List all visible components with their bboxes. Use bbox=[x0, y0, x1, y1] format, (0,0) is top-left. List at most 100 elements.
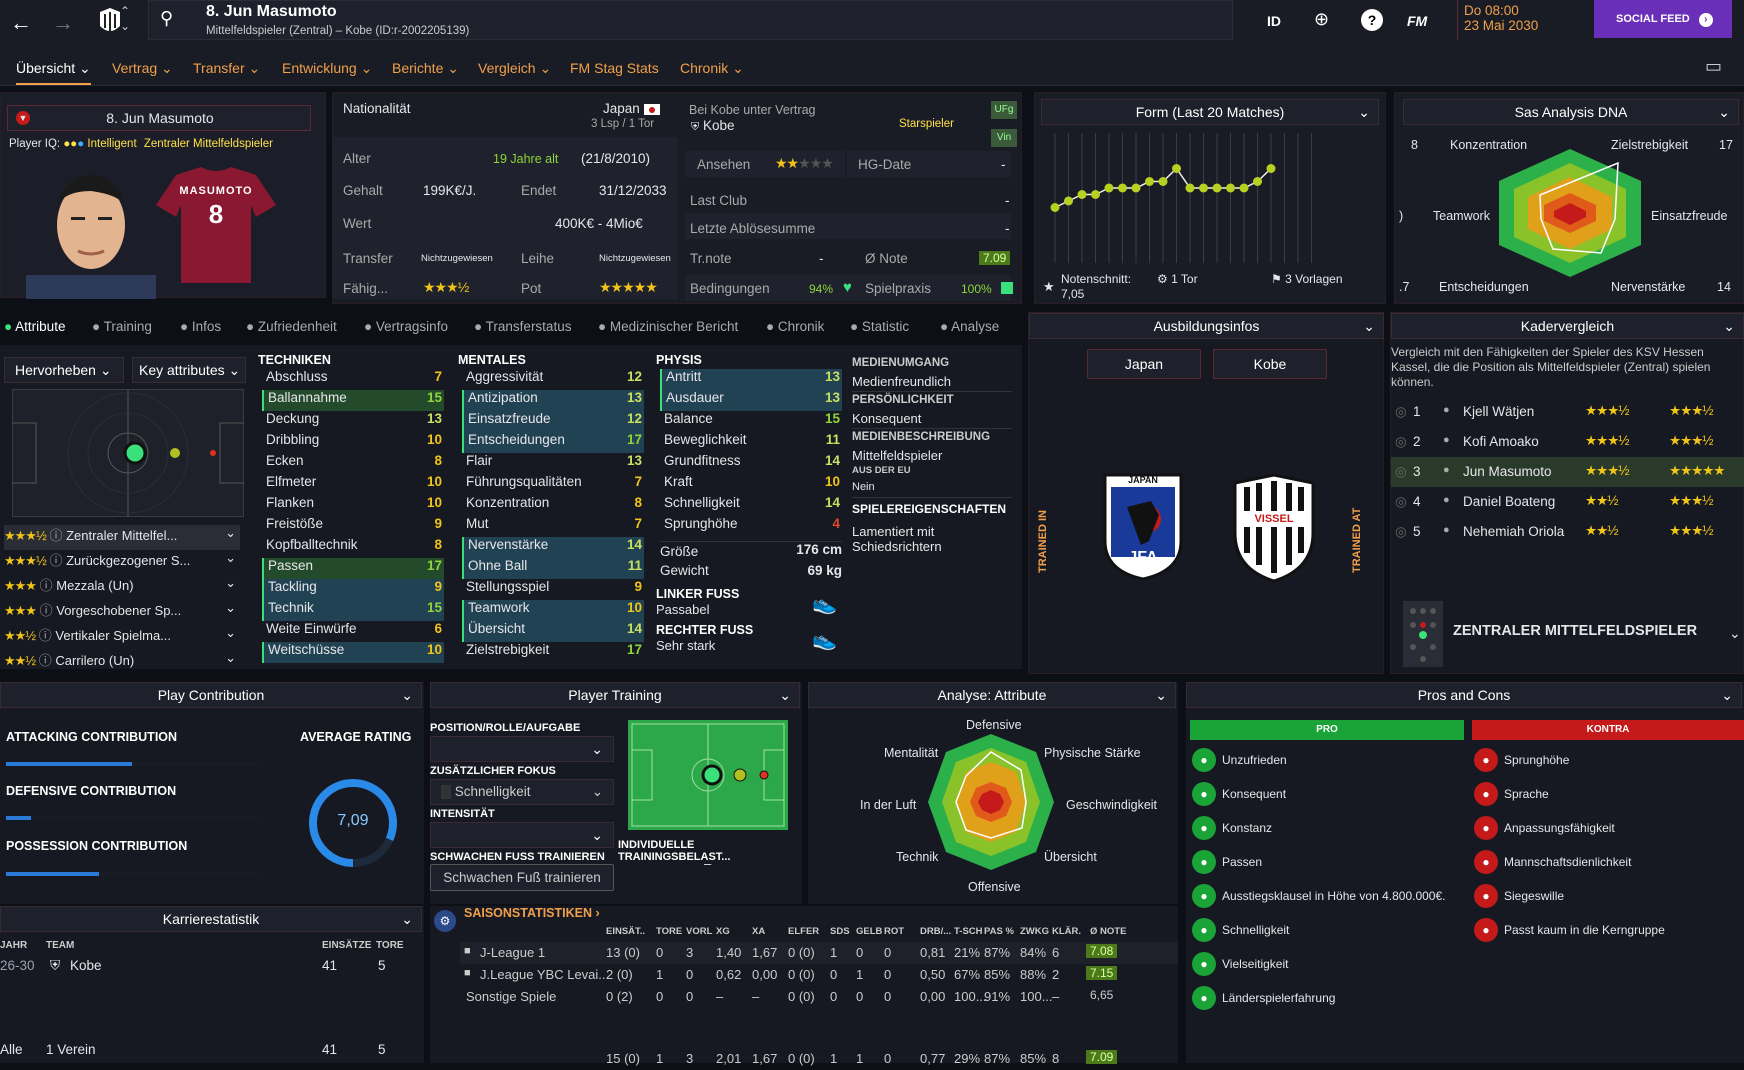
form-point[interactable] bbox=[1172, 164, 1181, 173]
form-point[interactable] bbox=[1239, 183, 1249, 193]
season-header-cell[interactable]: VORL bbox=[686, 926, 713, 937]
role-item[interactable]: ★★★½ ⓘ Zentraler Mittelfel... ⌄ bbox=[4, 525, 240, 550]
season-header-cell[interactable]: SDS bbox=[830, 926, 850, 937]
nav-chronik[interactable]: Chronik ⌄ bbox=[680, 60, 744, 76]
squad-compare-dropdown[interactable]: Kadervergleich ⌄ bbox=[1391, 313, 1744, 339]
form-point[interactable] bbox=[1185, 183, 1195, 193]
nav-uebersicht[interactable]: Übersicht ⌄ bbox=[16, 60, 91, 85]
globe-icon[interactable]: ⊕ bbox=[1314, 9, 1330, 29]
japan-button[interactable]: Japan bbox=[1087, 349, 1201, 379]
date-box[interactable]: Do 08:00 23 Mai 2030 bbox=[1457, 0, 1582, 40]
social-feed-button[interactable]: SOCIAL FEED › bbox=[1594, 0, 1732, 38]
season-header-cell[interactable]: KLÄR. bbox=[1052, 926, 1082, 937]
season-header-cell[interactable]: XG bbox=[716, 926, 730, 937]
form-point[interactable] bbox=[1131, 183, 1141, 193]
chevron-up-icon[interactable]: ⌃ bbox=[120, 4, 131, 18]
id-button[interactable]: ID bbox=[1267, 13, 1281, 29]
form-point[interactable] bbox=[1226, 183, 1235, 193]
position-role-select[interactable]: ⌄ bbox=[430, 736, 614, 762]
role-item[interactable]: ★★★ ⓘ Mezzala (Un) ⌄ bbox=[4, 575, 236, 593]
form-point[interactable] bbox=[1212, 183, 1222, 193]
form-point[interactable] bbox=[1077, 190, 1087, 199]
help-icon[interactable]: ? bbox=[1361, 9, 1383, 31]
season-header-cell[interactable]: DRB/... bbox=[920, 926, 952, 937]
kobe-button[interactable]: Kobe bbox=[1213, 349, 1327, 379]
search-icon[interactable]: ⚲ bbox=[160, 8, 174, 28]
form-point[interactable] bbox=[1050, 203, 1060, 212]
form-dropdown[interactable]: Form (Last 20 Matches) ⌄ bbox=[1041, 99, 1379, 125]
form-point[interactable] bbox=[1199, 183, 1208, 193]
squad-compare-row[interactable]: ◎ 1 ● Kjell Wätjen ★★★½ ★★★½ bbox=[1391, 397, 1744, 427]
jfa-crest-icon[interactable] bbox=[1101, 471, 1185, 581]
season-header-cell[interactable]: GELB bbox=[856, 926, 883, 937]
squad-compare-row[interactable]: ◎ 2 ● Kofi Amoako ★★★½ ★★★½ bbox=[1391, 427, 1744, 457]
form-point[interactable] bbox=[1104, 183, 1114, 193]
season-row[interactable]: 15 (0) 1 3 2,01 1,67 0 (0) 1 1 0 0,77 29% 87% 85% 8 7.… bbox=[460, 1048, 1178, 1070]
role-item[interactable]: ★★½ ⓘ Carrilero (Un) ⌄ bbox=[4, 650, 236, 668]
weak-foot-button[interactable]: Schwachen Fuß trainieren bbox=[430, 864, 614, 891]
form-point[interactable] bbox=[1158, 177, 1168, 186]
season-header-cell[interactable]: XA bbox=[752, 926, 766, 937]
dna-dropdown[interactable]: Sas Analysis DNA ⌄ bbox=[1403, 99, 1739, 125]
season-gear-icon[interactable]: ⚙ bbox=[434, 910, 456, 932]
player-training-dropdown[interactable]: Player Training ⌄ bbox=[430, 682, 800, 708]
season-header-cell[interactable]: ELFER bbox=[788, 926, 820, 937]
club-crest-icon[interactable] bbox=[97, 6, 123, 38]
nav-vergleich[interactable]: Vergleich ⌄ bbox=[478, 60, 552, 76]
form-point[interactable] bbox=[1253, 177, 1262, 186]
role-item[interactable]: ★★★½ ⓘ Zurückgezogener S... ⌄ bbox=[4, 550, 236, 568]
nav-vertrag[interactable]: Vertrag ⌄ bbox=[112, 60, 173, 76]
analysis-dropdown[interactable]: Analyse: Attribute ⌄ bbox=[808, 682, 1176, 708]
form-point[interactable] bbox=[1091, 190, 1100, 199]
tag-ufg[interactable]: UFg bbox=[991, 101, 1017, 119]
role-item[interactable]: ★★★ ⓘ Vorgeschobener Sp... ⌄ bbox=[4, 600, 236, 618]
forward-arrow-icon[interactable]: → bbox=[52, 10, 74, 35]
highlight-dropdown[interactable]: Hervorheben ⌄ bbox=[4, 357, 124, 383]
season-header-cell[interactable]: T-SCH bbox=[954, 926, 983, 937]
play-contribution-dropdown[interactable]: Play Contribution ⌄ bbox=[0, 682, 422, 708]
season-header-cell[interactable]: ROT bbox=[884, 926, 905, 937]
career-row[interactable]: 26-30 ⛨ Kobe 41 5 bbox=[0, 956, 422, 978]
tab-zufriedenheit[interactable]: ● Zufriedenheit bbox=[246, 319, 337, 334]
squad-compare-row[interactable]: ◎ 4 ● Daniel Boateng ★★½ ★★★½ bbox=[1391, 487, 1744, 517]
season-header-cell[interactable]: TORE bbox=[656, 926, 683, 937]
fm-logo[interactable]: FM bbox=[1407, 13, 1428, 29]
form-point[interactable] bbox=[1064, 196, 1073, 206]
tag-vin[interactable]: Vin bbox=[991, 129, 1017, 147]
extra-focus-select[interactable]: Schnelligkeit ⌄ bbox=[430, 779, 614, 805]
tab-vertragsinfo[interactable]: ● Vertragsinfo bbox=[364, 319, 448, 334]
season-header-cell[interactable]: ZWKG bbox=[1020, 926, 1050, 937]
season-row[interactable]: ■ J.League YBC Levai... 2 (0) 1 0 0,62 0,00 0 (… bbox=[460, 964, 1178, 986]
role-item[interactable]: ★★½ ⓘ Vertikaler Spielma... ⌄ bbox=[4, 625, 236, 643]
nav-fm-stag-stats[interactable]: FM Stag Stats bbox=[570, 60, 659, 76]
tab-analyse[interactable]: ● Analyse bbox=[940, 319, 1000, 334]
nav-berichte[interactable]: Berichte ⌄ bbox=[392, 60, 459, 76]
season-row[interactable]: Sonstige Spiele 0 (2) 0 0 – – 0 (0) 0 0 0 0,00 100.… bbox=[460, 986, 1178, 1008]
form-point[interactable] bbox=[1266, 164, 1276, 173]
back-arrow-icon[interactable]: ← bbox=[10, 10, 32, 35]
career-dropdown[interactable]: Karrierestatistik ⌄ bbox=[0, 906, 422, 932]
tab-transferstatus[interactable]: ● Transferstatus bbox=[474, 319, 572, 334]
squad-compare-row[interactable]: ◎ 5 ● Nehemiah Oriola ★★½ ★★★½ bbox=[1391, 517, 1744, 547]
key-attributes-dropdown[interactable]: Key attributes ⌄ bbox=[132, 357, 246, 383]
season-stats-title[interactable]: SAISONSTATISTIKEN › bbox=[464, 906, 600, 920]
tab-statistic[interactable]: ● Statistic bbox=[850, 319, 910, 334]
tab-medizinischer-bericht[interactable]: ● Medizinischer Bericht bbox=[598, 319, 739, 334]
tab-training[interactable]: ● Training bbox=[92, 319, 152, 334]
monitor-icon[interactable]: ▭ bbox=[1705, 56, 1723, 76]
tab-attribute[interactable]: ● Attribute bbox=[4, 319, 66, 334]
form-point[interactable] bbox=[1118, 183, 1127, 193]
nav-transfer[interactable]: Transfer ⌄ bbox=[193, 60, 261, 76]
nav-entwicklung[interactable]: Entwicklung ⌄ bbox=[282, 60, 373, 76]
vissel-crest-icon[interactable] bbox=[1229, 473, 1319, 583]
season-header-cell[interactable]: EINSÄT.. bbox=[606, 926, 646, 937]
season-row[interactable]: ■ J-League 1 13 (0) 0 3 1,40 1,67 0 (0) 1 0 0 0,81 2… bbox=[460, 942, 1178, 964]
intensity-select[interactable]: ⌄ bbox=[430, 822, 614, 848]
season-header-cell[interactable]: Ø NOTE bbox=[1090, 926, 1127, 937]
chevron-down-icon[interactable]: ⌄ bbox=[1729, 625, 1741, 641]
season-header-cell[interactable]: PAS % bbox=[984, 926, 1014, 937]
tab-chronik[interactable]: ● Chronik bbox=[766, 319, 825, 334]
pros-cons-dropdown[interactable]: Pros and Cons ⌄ bbox=[1186, 682, 1742, 708]
training-info-dropdown[interactable]: Ausbildungsinfos ⌄ bbox=[1029, 313, 1384, 339]
squad-compare-row[interactable]: ◎ 3 ● Jun Masumoto ★★★½ ★★★★★ bbox=[1391, 457, 1744, 487]
